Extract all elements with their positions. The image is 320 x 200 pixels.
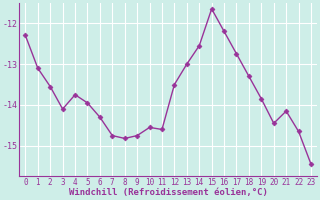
X-axis label: Windchill (Refroidissement éolien,°C): Windchill (Refroidissement éolien,°C) — [69, 188, 268, 197]
